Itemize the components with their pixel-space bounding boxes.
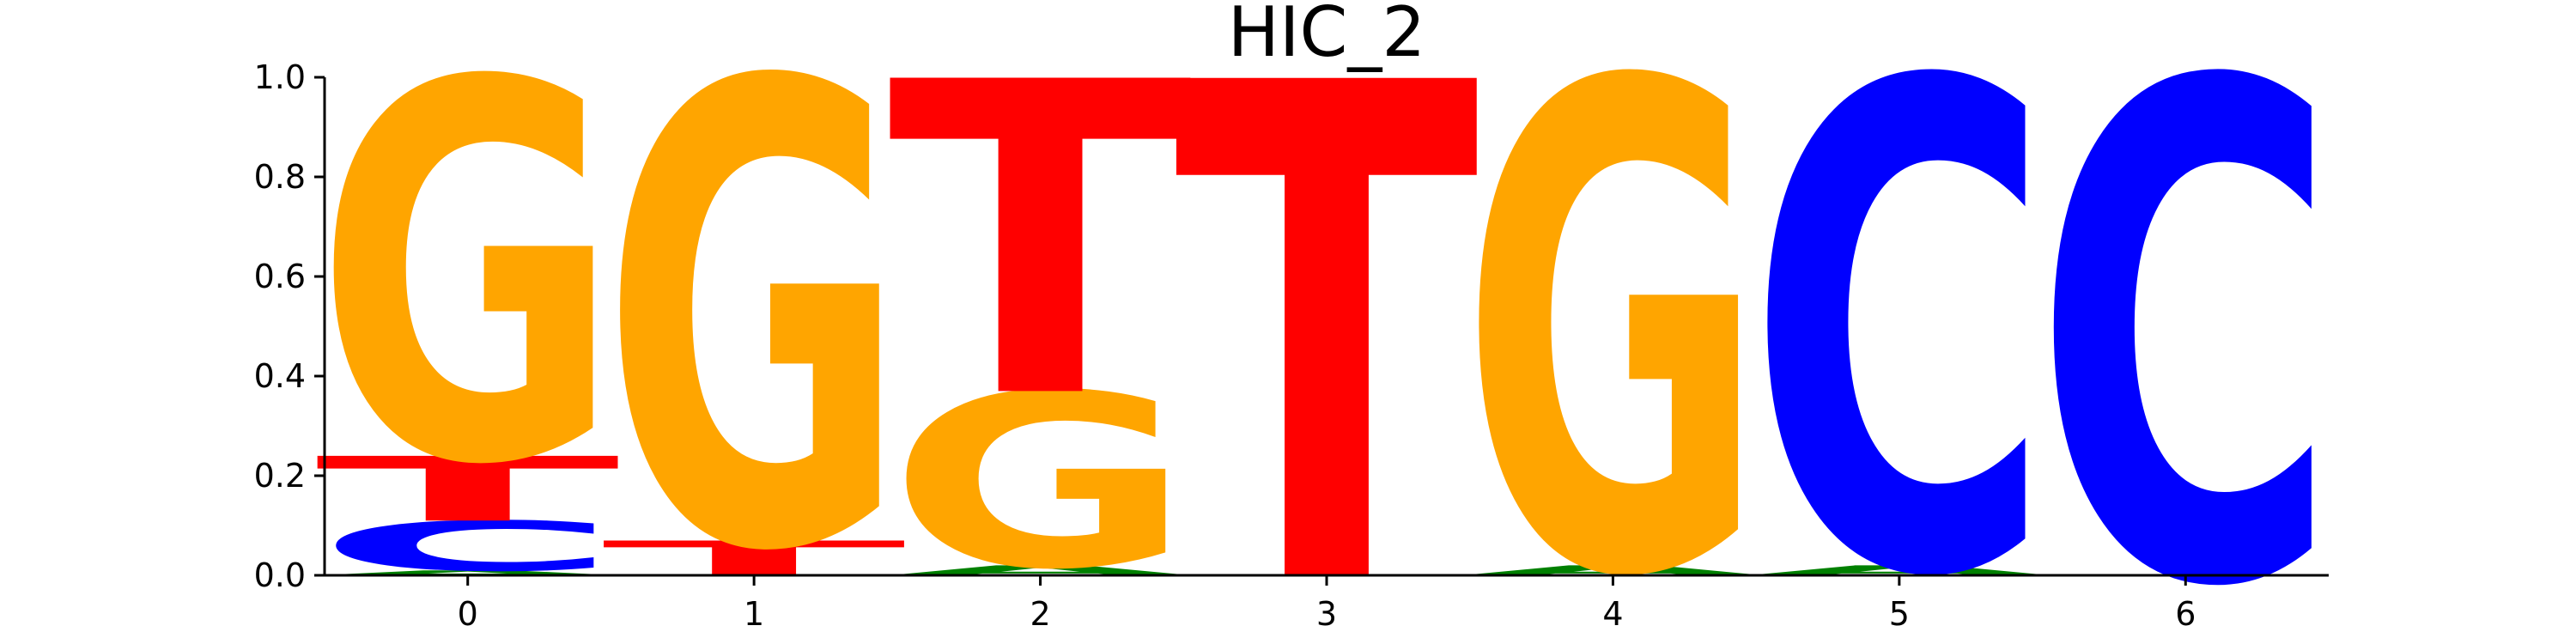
logo-letter-c: C <box>2033 0 2338 644</box>
logo-letter-c: C <box>1747 0 2051 644</box>
x-tick-label: 4 <box>1602 595 1623 633</box>
logo-letter-g: G <box>315 0 620 578</box>
y-tick-label: 0.0 <box>254 556 306 594</box>
logo-letter-g: G <box>602 0 907 644</box>
y-tick-label: 0.6 <box>254 258 306 295</box>
y-tick-label: 0.8 <box>254 158 306 196</box>
y-tick-label: 0.4 <box>254 357 306 395</box>
x-tick-label: 2 <box>1030 595 1050 633</box>
y-tick-label: 0.2 <box>254 457 306 495</box>
x-tick-label: 5 <box>1889 595 1910 633</box>
y-tick-label: 1.0 <box>254 58 306 96</box>
logo-letter-g: G <box>1461 0 1765 644</box>
logo-letter-t: T <box>1174 0 1481 644</box>
x-tick-label: 1 <box>744 595 764 633</box>
x-tick-label: 6 <box>2175 595 2196 633</box>
x-tick-label: 0 <box>458 595 478 633</box>
logo-letter-t: T <box>888 0 1195 493</box>
x-tick-label: 3 <box>1316 595 1337 633</box>
